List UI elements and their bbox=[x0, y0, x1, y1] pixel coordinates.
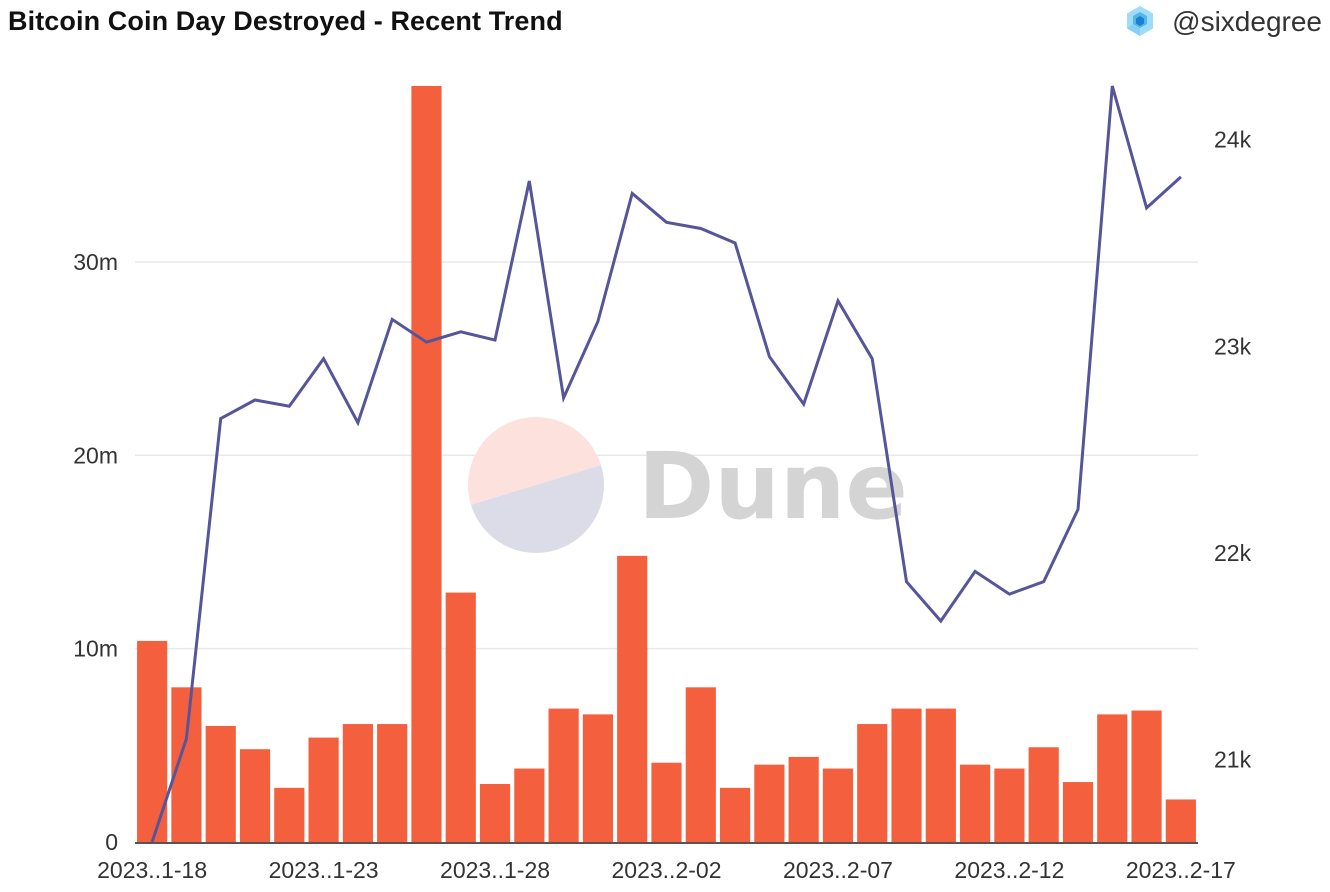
left-y-tick-label: 0 bbox=[105, 829, 118, 855]
grid-lines bbox=[135, 261, 1198, 650]
sixdegree-logo-icon bbox=[1127, 6, 1154, 36]
x-tick-label: 2023..2-07 bbox=[783, 857, 893, 883]
bar bbox=[1097, 714, 1128, 842]
bar bbox=[308, 737, 339, 842]
x-tick-label: 2023..2-02 bbox=[612, 857, 722, 883]
bar bbox=[479, 783, 511, 842]
right-y-tick-label: 24k bbox=[1214, 127, 1252, 153]
chart-title: Bitcoin Coin Day Destroyed - Recent Tren… bbox=[8, 6, 563, 36]
bar bbox=[719, 787, 751, 842]
dune-watermark: Dune bbox=[468, 416, 908, 553]
bar bbox=[685, 687, 716, 842]
bar bbox=[1165, 799, 1196, 842]
bar bbox=[1131, 710, 1162, 842]
author-handle: @sixdegree bbox=[1172, 6, 1322, 37]
bar bbox=[205, 725, 236, 842]
bar bbox=[582, 714, 614, 842]
bar bbox=[548, 708, 579, 842]
left-y-tick-label: 30m bbox=[73, 249, 118, 275]
line-series bbox=[150, 85, 1182, 843]
watermark-circle-bottom bbox=[470, 465, 605, 553]
x-tick-label: 2023..1-28 bbox=[440, 857, 550, 883]
right-y-tick-label: 21k bbox=[1214, 746, 1252, 772]
bar bbox=[891, 708, 922, 842]
x-tick-label: 2023..2-12 bbox=[954, 857, 1064, 883]
bar bbox=[925, 708, 956, 842]
bar bbox=[411, 86, 442, 842]
bar bbox=[514, 768, 545, 842]
right-y-axis: 21k 22k 23k 24k bbox=[1214, 127, 1252, 773]
x-tick-label: 2023..2-17 bbox=[1126, 857, 1236, 883]
bar bbox=[171, 687, 202, 842]
bar bbox=[788, 756, 819, 842]
bar bbox=[445, 592, 476, 842]
bar bbox=[822, 768, 854, 842]
bar bbox=[857, 724, 888, 842]
bar bbox=[651, 762, 682, 842]
x-axis: 2023..1-18 2023..1-23 2023..1-28 2023..2-02… bbox=[97, 842, 1236, 883]
watermark-circle-top bbox=[468, 416, 602, 505]
right-y-tick-label: 22k bbox=[1214, 540, 1252, 566]
bar bbox=[754, 764, 785, 842]
bar bbox=[377, 724, 408, 842]
left-y-tick-label: 20m bbox=[73, 442, 118, 468]
bar-series bbox=[137, 86, 1196, 842]
left-y-tick-label: 10m bbox=[73, 636, 118, 662]
watermark-text: Dune bbox=[638, 433, 908, 540]
bar bbox=[1028, 747, 1059, 842]
bar bbox=[1062, 782, 1094, 842]
right-y-tick-label: 23k bbox=[1214, 333, 1252, 359]
bar bbox=[994, 768, 1025, 842]
bar bbox=[960, 764, 991, 842]
x-tick-label: 2023..1-23 bbox=[269, 857, 379, 883]
author-badge[interactable]: @sixdegree bbox=[1122, 4, 1322, 40]
bar bbox=[274, 787, 305, 842]
bar bbox=[617, 555, 648, 842]
left-y-axis: 0 10m 20m 30m bbox=[73, 249, 118, 855]
bar bbox=[239, 749, 271, 842]
x-tick-label: 2023..1-18 bbox=[97, 857, 207, 883]
bar bbox=[342, 724, 373, 842]
